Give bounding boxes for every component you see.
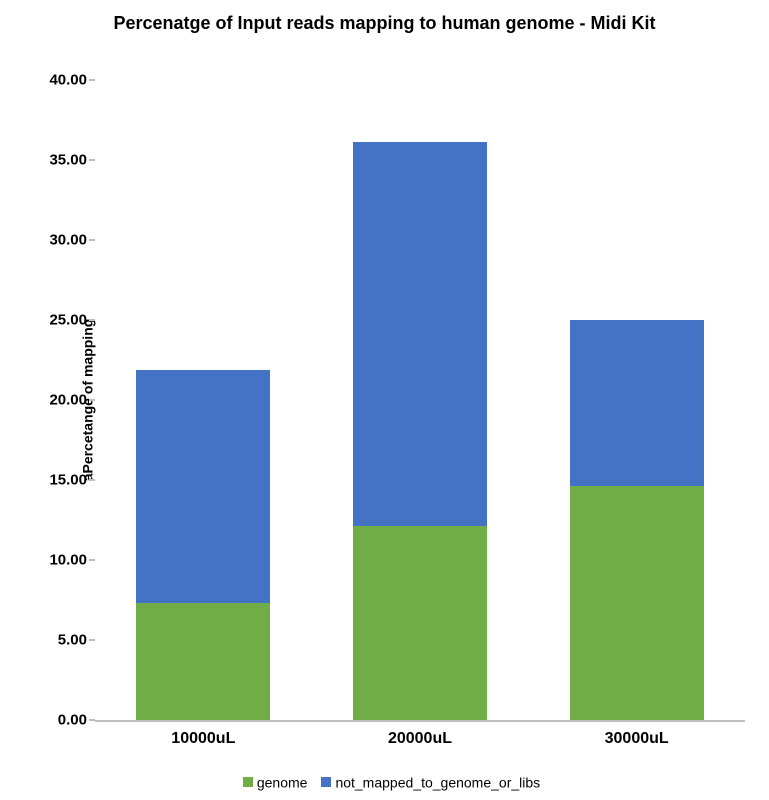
bar-segment-not_mapped_to_genome_or_libs [570, 320, 704, 486]
y-tick-mark [89, 639, 95, 641]
bar-segment-genome [136, 603, 270, 720]
legend-swatch [243, 777, 253, 787]
y-tick-mark [89, 159, 95, 161]
bar-segment-not_mapped_to_genome_or_libs [136, 370, 270, 604]
bar [136, 370, 270, 720]
plot-area: 0.005.0010.0015.0020.0025.0030.0035.0040… [95, 80, 745, 722]
y-tick-mark [89, 479, 95, 481]
legend: genome not_mapped_to_genome_or_libs [0, 773, 769, 790]
y-tick-mark [89, 719, 95, 721]
y-tick-mark [89, 79, 95, 81]
x-category-label: 30000uL [528, 730, 745, 748]
chart-container: Percenatge of Input reads mapping to hum… [0, 0, 769, 800]
chart-title: Percenatge of Input reads mapping to hum… [0, 12, 769, 35]
legend-label: genome [257, 774, 308, 790]
y-tick-mark [89, 319, 95, 321]
legend-swatch [321, 777, 331, 787]
legend-label: not_mapped_to_genome_or_libs [335, 774, 540, 790]
x-category-label: 10000uL [95, 730, 312, 748]
bar [570, 320, 704, 720]
y-tick-mark [89, 559, 95, 561]
bar-segment-not_mapped_to_genome_or_libs [353, 142, 487, 526]
bar-segment-genome [570, 486, 704, 720]
y-tick-mark [89, 399, 95, 401]
y-tick-mark [89, 239, 95, 241]
bar-segment-genome [353, 526, 487, 720]
bar [353, 142, 487, 720]
x-category-label: 20000uL [312, 730, 529, 748]
